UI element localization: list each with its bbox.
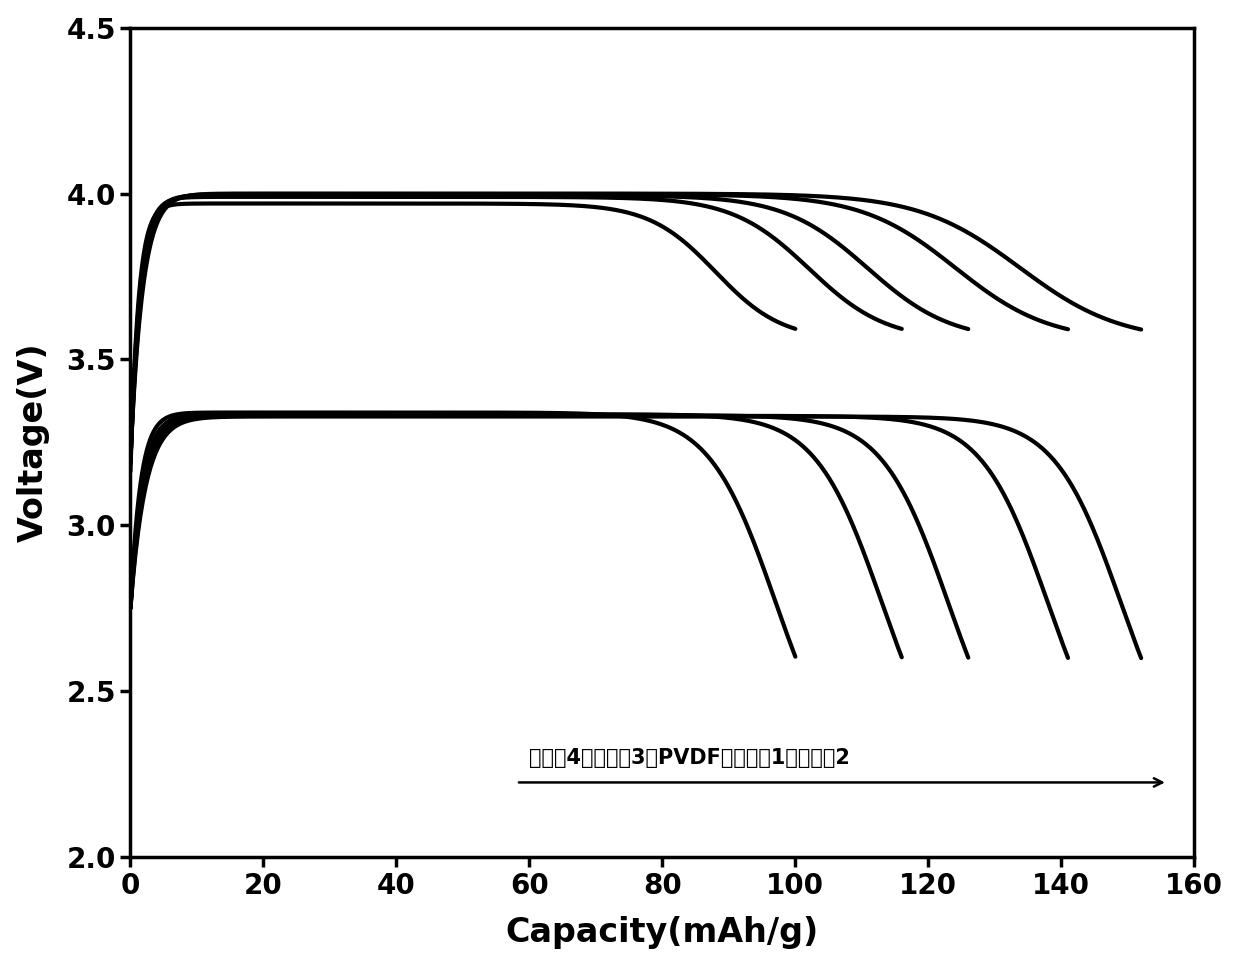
Y-axis label: Voltage(V): Voltage(V) [16, 343, 50, 542]
Text: 实施兣4、实施兣3、PVDF、实施兣1、实施兣2: 实施兣4、实施兣3、PVDF、实施兣1、实施兣2 [529, 748, 851, 768]
X-axis label: Capacity(mAh/g): Capacity(mAh/g) [506, 917, 818, 950]
